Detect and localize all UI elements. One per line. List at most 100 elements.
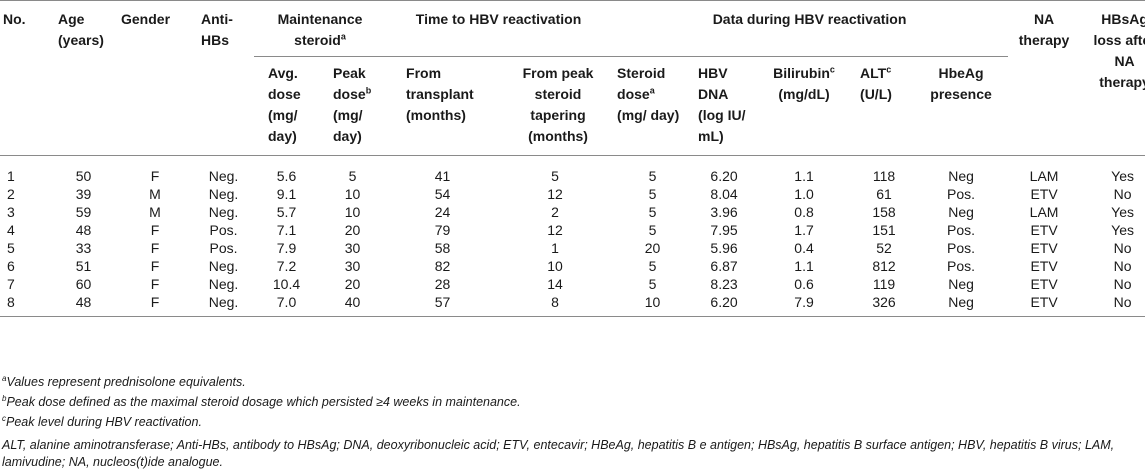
- cell-hbsag-loss: No: [1113, 276, 1132, 292]
- cell-na-therapy: ETV: [1008, 293, 1081, 317]
- cell-from-transplant: 58: [434, 240, 451, 256]
- header-from-peak-tapering: From peak steroid tapering (months): [522, 65, 594, 144]
- cell-hbeag: Neg: [914, 293, 1009, 317]
- cell-age: 50: [75, 168, 92, 184]
- cell-hbsag-loss: Yes: [1111, 222, 1134, 238]
- header-hbeag: HbeAg presence: [930, 65, 992, 102]
- cell-anti-hbs: Neg.: [193, 293, 254, 317]
- cell-hbsag-loss: No: [1080, 293, 1145, 317]
- cell-alt: 151: [872, 222, 896, 238]
- cell-peak-dose: 20: [344, 276, 361, 292]
- cell-bilirubin: 0.6: [794, 276, 814, 292]
- cell-hbv-dna: 8.23: [710, 276, 738, 292]
- cell-bilirubin: 0.8: [794, 204, 814, 220]
- cell-anti-hbs: Neg.: [208, 186, 239, 202]
- cell-gender: F: [117, 293, 193, 317]
- cell-na-therapy: ETV: [1030, 258, 1058, 274]
- cell-no: 8: [0, 293, 50, 317]
- cell-age: 48: [50, 293, 117, 317]
- cell-age: 39: [75, 186, 92, 202]
- cell-hbeag: Neg: [948, 276, 974, 292]
- header-bottom-rule: [0, 155, 1145, 156]
- cell-anti-hbs: Neg.: [208, 258, 239, 274]
- cell-gender: F: [150, 168, 160, 184]
- cell-steroid-dose: 5: [648, 276, 657, 292]
- cell-no: 2: [7, 186, 15, 202]
- cell-peak-dose: 40: [319, 293, 387, 317]
- cell-avg-dose: 7.0: [254, 293, 319, 317]
- cell-steroid-dose: 5: [648, 168, 657, 184]
- cell-peak-dose: 30: [344, 258, 361, 274]
- cell-anti-hbs: Pos.: [209, 240, 238, 256]
- hbv-reactivation-table: No. Age (years) Gender Anti-HBs Maintena…: [0, 1, 1145, 317]
- cell-gender: M: [149, 186, 161, 202]
- header-hbv-dna: HBV DNA (log IU/ mL): [698, 65, 746, 144]
- cell-from-peak-tapering: 14: [547, 276, 563, 292]
- cell-from-transplant: 24: [434, 204, 451, 220]
- cell-from-peak-tapering: 12: [547, 222, 563, 238]
- cell-peak-dose: 20: [344, 222, 361, 238]
- cell-hbv-dna: 5.96: [710, 240, 738, 256]
- header-age: Age (years): [58, 11, 104, 48]
- cell-hbsag-loss: Yes: [1111, 168, 1134, 184]
- cell-from-transplant: 79: [434, 222, 451, 238]
- cell-hbeag: Neg: [948, 168, 974, 184]
- cell-alt: 326: [854, 293, 915, 317]
- cell-hbv-dna: 6.87: [710, 258, 738, 274]
- cell-na-therapy: LAM: [1029, 168, 1059, 184]
- cell-no: 7: [7, 276, 15, 292]
- cell-hbeag: Pos.: [947, 186, 976, 202]
- cell-gender: F: [150, 240, 160, 256]
- header-na-therapy: NA therapy: [1018, 11, 1070, 48]
- cell-from-peak-tapering: 5: [551, 168, 559, 184]
- cell-age: 60: [75, 276, 92, 292]
- cell-bilirubin: 1.7: [794, 222, 814, 238]
- cell-alt: 119: [872, 276, 896, 292]
- cell-hbsag-loss: No: [1113, 240, 1132, 256]
- header-data-during-reactivation: Data during HBV reactivation: [611, 1, 1009, 57]
- cell-age: 59: [75, 204, 92, 220]
- cell-from-peak-tapering: 10: [547, 258, 563, 274]
- header-from-transplant: From transplant (months): [406, 65, 474, 123]
- cell-alt: 158: [872, 204, 896, 220]
- cell-steroid-dose: 5: [648, 204, 657, 220]
- cell-gender: F: [150, 222, 160, 238]
- cell-gender: F: [150, 258, 160, 274]
- cell-anti-hbs: Neg.: [208, 276, 239, 292]
- cell-no: 1: [7, 168, 15, 184]
- footnote-c: cPeak level during HBV reactivation.: [2, 413, 202, 429]
- cell-na-therapy: ETV: [1030, 240, 1058, 256]
- cell-hbv-dna: 6.20: [694, 293, 755, 317]
- cell-alt: 52: [876, 240, 892, 256]
- table-row: 3 59 M Neg. 5.7 10 24 2 5 3.96 0.8 158 Neg LAM Yes: [0, 203, 1145, 221]
- cell-bilirubin: 1.1: [794, 168, 814, 184]
- cell-hbv-dna: 3.96: [710, 204, 738, 220]
- header-bilirubin: Bilirubinc (mg/dL): [773, 64, 835, 102]
- cell-anti-hbs: Neg.: [208, 168, 239, 184]
- header-time-to-reactivation: Time to HBV reactivation: [386, 1, 612, 57]
- cell-age: 48: [75, 222, 92, 238]
- cell-alt: 812: [872, 258, 896, 274]
- cell-hbeag: Pos.: [947, 222, 976, 238]
- table-row: 4 48 F Pos. 7.1 20 79 12 5 7.95 1.7 151 Pos. ETV Yes: [0, 221, 1145, 239]
- header-steroid-dose: Steroid dosea (mg/ day): [617, 65, 680, 123]
- header-no: No.: [3, 11, 26, 27]
- cell-gender: M: [149, 204, 161, 220]
- cell-avg-dose: 9.1: [276, 186, 297, 202]
- cell-from-peak-tapering: 1: [551, 240, 559, 256]
- cell-no: 6: [7, 258, 15, 274]
- cell-alt: 118: [872, 168, 896, 184]
- cell-from-peak-tapering: 8: [499, 293, 612, 317]
- cell-avg-dose: 5.7: [276, 204, 297, 220]
- cell-avg-dose: 7.1: [276, 222, 297, 238]
- cell-steroid-dose: 20: [644, 240, 661, 256]
- abbreviations-note: ALT, alanine aminotransferase; Anti-HBs,…: [2, 438, 1115, 469]
- cell-hbeag: Pos.: [947, 258, 976, 274]
- table-row: 5 33 F Pos. 7.9 30 58 1 20 5.96 0.4 52 Pos. ETV No: [0, 239, 1145, 257]
- cell-bilirubin: 1.1: [794, 258, 814, 274]
- footnote-a: aValues represent prednisolone equivalen…: [2, 373, 246, 389]
- cell-hbv-dna: 6.20: [710, 168, 738, 184]
- cell-hbsag-loss: No: [1113, 186, 1132, 202]
- cell-hbv-dna: 8.04: [710, 186, 738, 202]
- cell-no: 3: [7, 204, 15, 220]
